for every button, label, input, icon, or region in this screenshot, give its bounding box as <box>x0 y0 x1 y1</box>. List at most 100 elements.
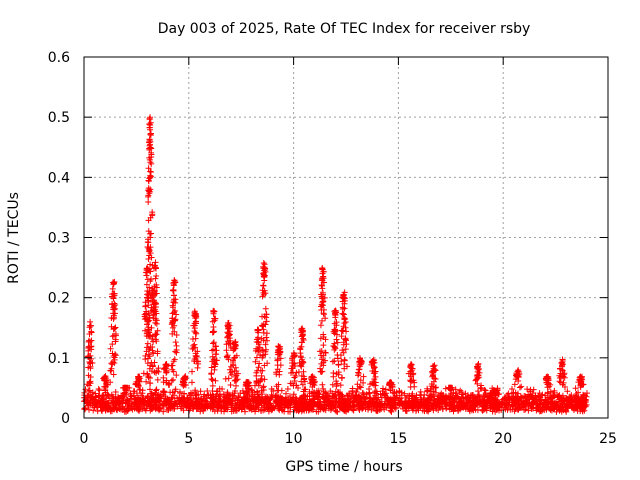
data-point <box>331 326 338 333</box>
data-point <box>193 406 200 413</box>
data-point <box>471 403 478 410</box>
data-point <box>388 408 395 415</box>
data-point <box>171 322 178 329</box>
data-point <box>553 401 560 408</box>
data-point <box>108 397 115 404</box>
data-point <box>318 360 325 367</box>
data-point <box>409 407 416 414</box>
data-point <box>209 347 216 354</box>
data-point <box>564 388 571 395</box>
data-point <box>331 346 338 353</box>
data-point <box>338 333 345 340</box>
data-point <box>209 353 216 360</box>
data-point <box>82 406 89 413</box>
data-point <box>210 323 217 330</box>
data-point <box>152 391 159 398</box>
data-point <box>133 390 140 397</box>
data-point <box>299 381 306 388</box>
data-point <box>479 406 486 413</box>
data-point <box>143 333 150 340</box>
data-point <box>212 343 219 350</box>
data-point <box>360 373 367 380</box>
data-point <box>153 369 160 376</box>
data-point <box>259 367 266 374</box>
data-point <box>95 385 102 392</box>
data-point <box>353 396 360 403</box>
data-point <box>427 392 434 399</box>
data-point <box>145 351 152 358</box>
y-tick-label: 0.2 <box>48 291 70 307</box>
data-point <box>428 404 435 411</box>
data-point <box>577 408 584 415</box>
data-point <box>319 264 326 271</box>
data-point <box>289 397 296 404</box>
data-point <box>147 234 154 241</box>
data-point <box>259 391 266 398</box>
data-point <box>165 396 172 403</box>
data-point <box>356 355 363 362</box>
data-point <box>260 282 267 289</box>
data-point <box>465 394 472 401</box>
data-point <box>317 398 324 405</box>
data-point <box>558 403 565 410</box>
data-point <box>190 405 197 412</box>
data-point <box>263 334 270 341</box>
data-point <box>128 400 135 407</box>
data-point <box>146 154 153 161</box>
data-point <box>420 394 427 401</box>
data-point <box>260 383 267 390</box>
data-point <box>462 403 469 410</box>
data-point <box>556 407 563 414</box>
data-point <box>388 399 395 406</box>
data-point <box>319 405 326 412</box>
data-point <box>98 397 105 404</box>
data-point <box>289 369 296 376</box>
data-point <box>339 347 346 354</box>
data-point <box>275 387 282 394</box>
data-point <box>319 381 326 388</box>
data-point <box>261 277 268 284</box>
data-point <box>297 346 304 353</box>
data-point <box>342 336 349 343</box>
data-point <box>211 363 218 370</box>
data-point <box>146 314 153 321</box>
data-point <box>195 360 202 367</box>
data-point <box>349 388 356 395</box>
data-point <box>204 388 211 395</box>
data-point <box>344 396 351 403</box>
data-point <box>408 367 415 374</box>
data-point <box>341 300 348 307</box>
data-point <box>146 380 153 387</box>
data-point <box>225 323 232 330</box>
data-point <box>231 354 238 361</box>
data-point <box>146 252 153 259</box>
data-point <box>454 405 461 412</box>
data-point <box>481 387 488 394</box>
data-point <box>475 365 482 372</box>
data-point <box>297 362 304 369</box>
data-point <box>453 395 460 402</box>
data-point <box>147 278 154 285</box>
data-point <box>263 404 270 411</box>
data-point <box>369 399 376 406</box>
data-point <box>516 384 523 391</box>
data-point <box>529 390 536 397</box>
data-point <box>159 402 166 409</box>
data-point <box>210 398 217 405</box>
data-point <box>361 399 368 406</box>
data-point <box>147 230 154 237</box>
data-point <box>362 405 369 412</box>
data-point <box>297 404 304 411</box>
data-point <box>273 369 280 376</box>
data-point <box>547 395 554 402</box>
data-point <box>169 302 176 309</box>
data-point <box>290 398 297 405</box>
data-point <box>457 387 464 394</box>
data-point <box>363 394 370 401</box>
data-point <box>223 347 230 354</box>
data-point <box>144 340 151 347</box>
data-point <box>142 352 149 359</box>
data-point <box>127 390 134 397</box>
data-point <box>218 401 225 408</box>
